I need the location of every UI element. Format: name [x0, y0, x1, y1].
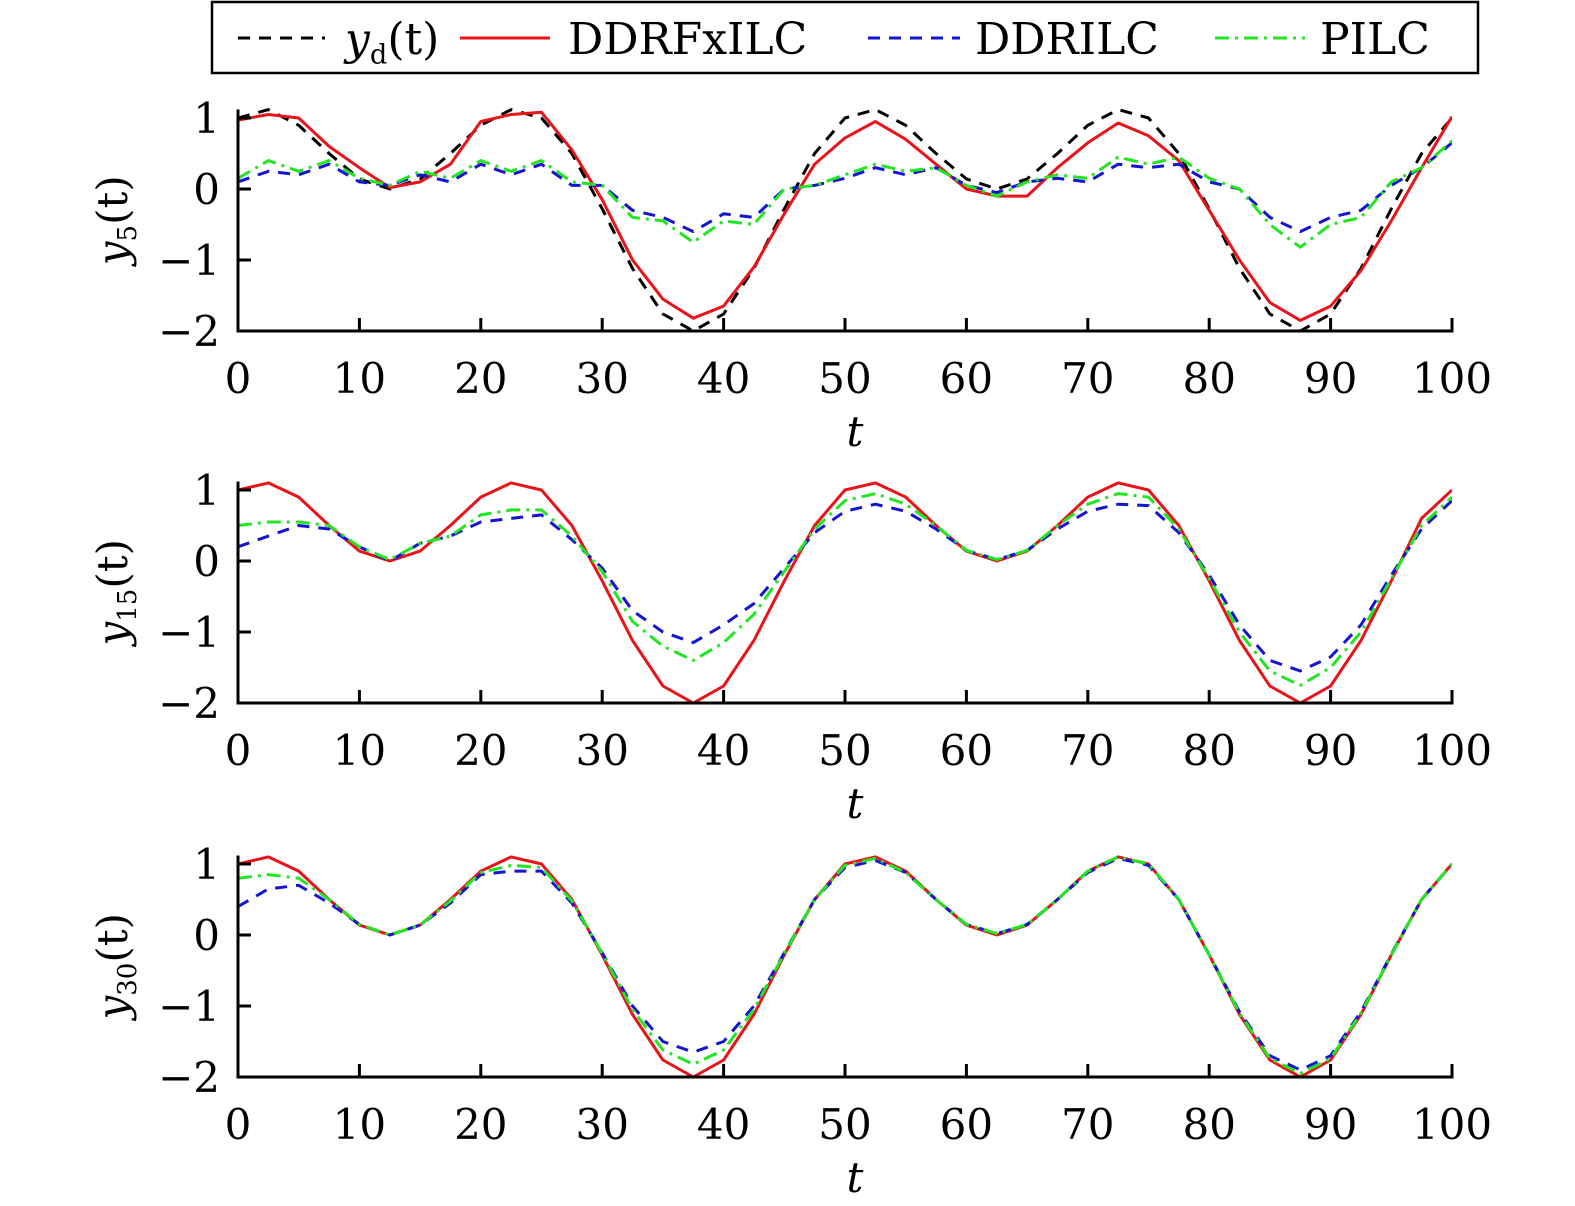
- x-tick-label: 60: [940, 354, 993, 403]
- panel: 0 10 20 30 40 50 60 70 80 90 100 −2 −1 0 1 t y5(t): [88, 94, 1492, 456]
- x-tick-label: 20: [454, 726, 507, 775]
- x-tick-label: 70: [1061, 1100, 1114, 1149]
- y-tick-label: −2: [158, 307, 220, 356]
- x-tick-label: 0: [225, 1100, 252, 1149]
- x-tick-label: 50: [818, 726, 871, 775]
- y-tick-label: 0: [193, 911, 220, 960]
- label-symbol: y: [343, 14, 371, 65]
- x-tick-label: 10: [333, 726, 386, 775]
- series-line: [238, 856, 1452, 1072]
- label-symbol: y: [88, 620, 137, 647]
- y-tick-label: −2: [158, 1053, 220, 1102]
- legend-entry: yd(t): [238, 14, 439, 71]
- x-tick-label: 50: [818, 1100, 871, 1149]
- y-tick-label: −1: [158, 982, 220, 1031]
- label-subscript: 15: [113, 589, 143, 622]
- x-tick-label: 40: [697, 726, 750, 775]
- x-tick-label: 60: [940, 726, 993, 775]
- y-tick-label: 1: [193, 466, 220, 515]
- x-tick-label: 80: [1182, 726, 1235, 775]
- series-line: [238, 110, 1452, 322]
- series-line: [238, 481, 1452, 704]
- series-line: [238, 855, 1452, 1077]
- label-subscript: 5: [113, 225, 143, 242]
- x-axis-label: t: [847, 1153, 864, 1202]
- series-line: [238, 855, 1452, 1075]
- x-tick-label: 100: [1412, 1100, 1492, 1149]
- x-tick-label: 0: [225, 726, 252, 775]
- x-tick-label: 100: [1412, 726, 1492, 775]
- y-tick-label: 1: [193, 94, 220, 143]
- series-line: [238, 141, 1452, 234]
- y-tick-label: 1: [193, 840, 220, 889]
- legend-label: DDRILC: [975, 14, 1159, 65]
- label-argument: (t): [88, 175, 137, 225]
- x-axis-label: t: [847, 779, 864, 828]
- x-tick-label: 40: [697, 1100, 750, 1149]
- y-tick-label: 0: [193, 165, 220, 214]
- x-tick-label: 10: [333, 354, 386, 403]
- series-line: [238, 499, 1452, 673]
- series-line: [238, 139, 1452, 249]
- y-axis-label: y5(t): [88, 175, 143, 267]
- y-tick-label: −1: [158, 236, 220, 285]
- y-axis-label: y15(t): [88, 539, 143, 648]
- x-tick-label: 50: [818, 354, 871, 403]
- series-line: [238, 492, 1452, 687]
- legend-label: DDRFxILC: [568, 14, 807, 65]
- y-tick-label: −2: [158, 679, 220, 728]
- legend-entry: DDRILC: [868, 14, 1159, 65]
- y-axis-label: y30(t): [88, 913, 143, 1022]
- x-tick-label: 30: [575, 726, 628, 775]
- legend-label: yd(t): [343, 14, 439, 71]
- x-tick-label: 30: [575, 1100, 628, 1149]
- x-tick-label: 40: [697, 354, 750, 403]
- x-tick-label: 10: [333, 1100, 386, 1149]
- legend-entry: DDRFxILC: [460, 14, 807, 65]
- panel: 0 10 20 30 40 50 60 70 80 90 100 −2 −1 0 1 t y15(t): [88, 466, 1492, 828]
- label-argument: (t): [88, 913, 137, 963]
- label-subscript: 30: [113, 963, 143, 996]
- label-argument: (t): [88, 539, 137, 589]
- x-tick-label: 30: [575, 354, 628, 403]
- x-tick-label: 90: [1304, 354, 1357, 403]
- x-tick-label: 70: [1061, 354, 1114, 403]
- legend: yd(t) DDRFxILC DDRILC PILC: [210, 0, 1480, 75]
- x-tick-label: 60: [940, 1100, 993, 1149]
- y-tick-label: 0: [193, 537, 220, 586]
- x-tick-label: 70: [1061, 726, 1114, 775]
- x-tick-label: 20: [454, 1100, 507, 1149]
- x-tick-label: 80: [1182, 1100, 1235, 1149]
- x-tick-label: 80: [1182, 354, 1235, 403]
- x-tick-label: 90: [1304, 726, 1357, 775]
- y-tick-label: −1: [158, 608, 220, 657]
- x-tick-label: 100: [1412, 354, 1492, 403]
- series-line: [238, 108, 1452, 332]
- x-axis-label: t: [847, 407, 864, 456]
- x-tick-label: 20: [454, 354, 507, 403]
- legend-label: PILC: [1320, 14, 1430, 65]
- label-symbol: y: [88, 240, 137, 267]
- label-argument: (t): [387, 14, 439, 65]
- label-subscript: d: [370, 40, 387, 71]
- label-symbol: y: [88, 994, 137, 1021]
- x-tick-label: 0: [225, 354, 252, 403]
- legend-entry: PILC: [1215, 14, 1430, 65]
- x-tick-label: 90: [1304, 1100, 1357, 1149]
